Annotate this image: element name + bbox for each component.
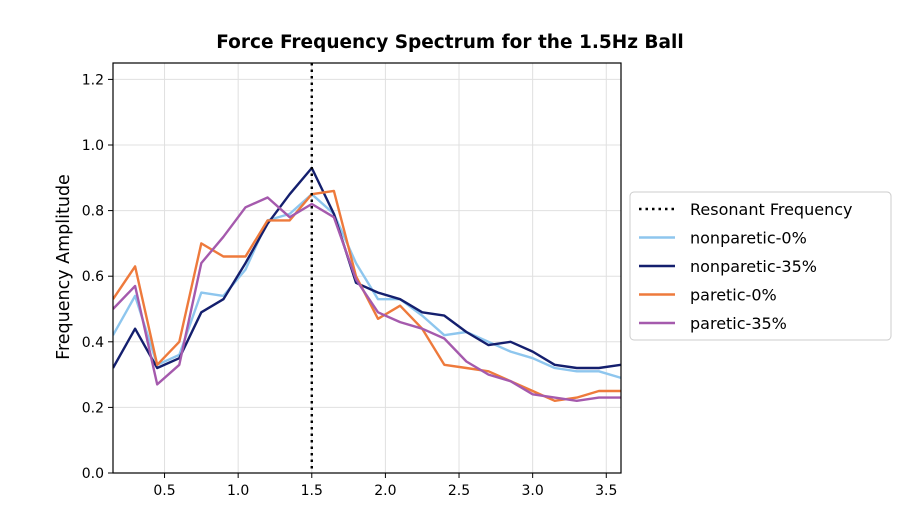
legend-box [629,191,892,341]
y-tick-label: 1.2 [82,72,104,88]
legend: Resonant Frequency nonparetic-0% nonpareti… [629,191,892,341]
x-tick-label: 2.5 [448,483,470,499]
y-tick-label: 0.6 [82,269,104,285]
x-tick-label: 3.5 [595,483,617,499]
axes: 0.5 1.0 1.5 2.0 2.5 3.0 3.5 0.0 0.2 0.4 0.6 0.8 1.0 1… [82,62,622,499]
legend-label: nonparetic-35% [690,257,817,276]
plot-area [113,63,621,473]
x-tick-label: 3.0 [522,483,544,499]
y-tick-label: 0.2 [82,400,104,416]
x-tick-label: 0.5 [153,483,175,499]
y-tick-label: 0.4 [82,335,104,351]
x-tick-label: 2.0 [374,483,396,499]
y-axis-label: Frequency Amplitude [54,174,74,360]
series-line-paretic-35% [113,196,621,402]
y-tick-label: 0.8 [82,204,104,220]
legend-label: paretic-35% [690,314,787,333]
axes-frame [112,62,622,474]
series-line-nonparetic-0% [113,192,621,380]
legend-label: Resonant Frequency [690,200,852,219]
x-tick-label: 1.0 [227,483,249,499]
x-tick-label: 1.5 [301,483,323,499]
series-line-nonparetic-35% [113,166,621,370]
legend-label: paretic-0% [690,286,777,305]
y-tick-label: 1.0 [82,138,104,154]
legend-label: nonparetic-0% [690,229,807,248]
y-tick-label: 0.0 [82,466,104,482]
chart-title: Force Frequency Spectrum for the 1.5Hz B… [216,32,683,53]
